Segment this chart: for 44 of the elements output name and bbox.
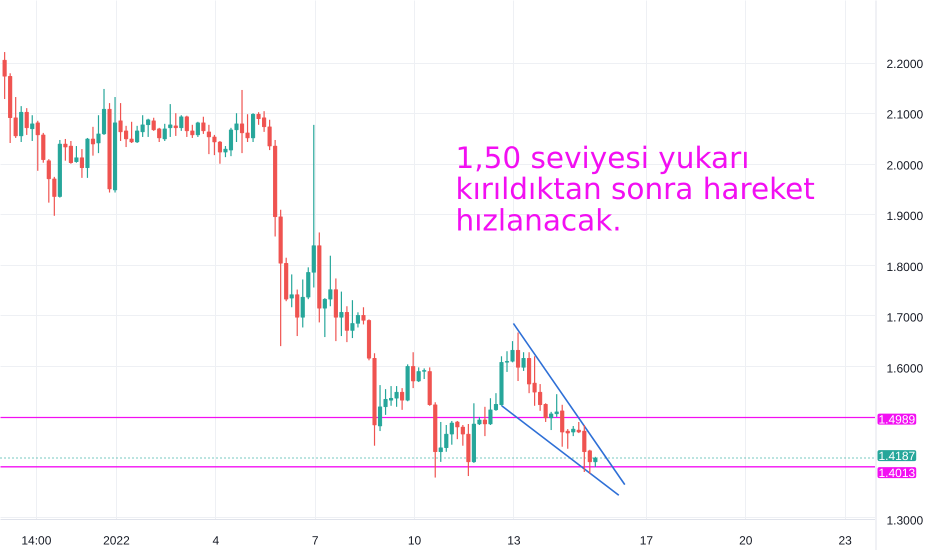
annotation: 1,50 seviyesi yukarı kırıldıktan sonra hareket hızlanacak. xyxy=(456,140,815,238)
candlestick xyxy=(19,106,24,143)
ref-line-label: 1.4989 xyxy=(878,412,916,427)
y-tick-label: 1.8000 xyxy=(886,260,924,274)
x-tick-label: 17 xyxy=(640,534,654,548)
x-tick-label: 13 xyxy=(507,534,521,548)
y-tick-label: 2.1000 xyxy=(886,108,924,122)
candlestick xyxy=(344,306,349,343)
y-tick-label: 1.7000 xyxy=(886,310,924,325)
x-tick-label: 4 xyxy=(212,534,220,548)
y-tick-label: 1.9000 xyxy=(886,209,924,224)
candlestick xyxy=(24,108,29,136)
ref-line-label: 1.4187 xyxy=(878,449,916,464)
candlestick xyxy=(196,121,200,138)
candlestick xyxy=(179,114,184,132)
candlestick xyxy=(90,126,96,156)
x-tick-label: 20 xyxy=(739,534,753,548)
candlestick xyxy=(521,352,526,372)
x-tick-label: 10 xyxy=(408,534,422,548)
candlestick xyxy=(411,352,416,389)
candlestick xyxy=(400,388,404,410)
candlestick xyxy=(162,123,167,142)
y-tick-label: 1.3000 xyxy=(886,513,924,528)
y-tick-label: 2.2000 xyxy=(886,56,924,71)
x-tick-label: 2022 xyxy=(103,534,130,548)
candlestick xyxy=(168,104,172,138)
ref-line-label: 1.4013 xyxy=(878,466,916,480)
candlestick xyxy=(516,332,520,382)
y-tick-label: 2.0000 xyxy=(886,158,924,172)
x-tick-label: 14:00 xyxy=(21,534,52,548)
candlestick xyxy=(250,112,256,143)
y-tick-label: 1.6000 xyxy=(886,361,924,376)
candlestick xyxy=(174,112,178,137)
x-tick-label: 7 xyxy=(312,534,319,548)
candlestick xyxy=(295,288,300,337)
candlestick xyxy=(339,290,344,337)
candlestick xyxy=(290,274,294,308)
candlestick xyxy=(74,145,78,164)
candlestick xyxy=(80,148,84,178)
candlestick xyxy=(571,425,576,437)
x-tick-label: 23 xyxy=(838,534,852,548)
candlestick xyxy=(30,114,34,142)
candlestick xyxy=(201,116,206,135)
candlestick xyxy=(482,406,487,437)
